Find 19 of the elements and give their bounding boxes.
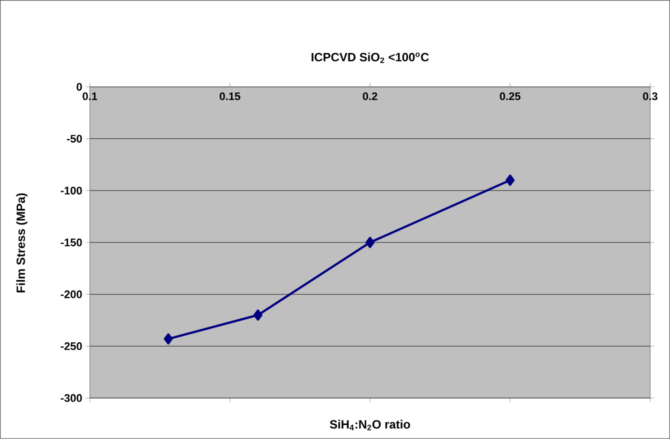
point <box>366 236 375 248</box>
y-tick-label: -150 <box>60 238 82 246</box>
y-tick-label: -250 <box>60 342 82 350</box>
y-axis-title: Film Stress (MPa) <box>16 193 28 292</box>
x-tick-label: 0.3 <box>643 92 658 100</box>
chart-title: ICPCVD SiO$_{2}$ <100$^{o}$C <box>312 52 429 64</box>
x-tick-label: 0.1 <box>82 92 98 100</box>
y-tick-label: -300 <box>60 394 82 402</box>
x-tick-label: 0.2 <box>362 92 378 100</box>
point <box>506 174 515 186</box>
point <box>164 333 173 345</box>
x-axis-title: SiH$_{4}$:N$_{2}$O ratio <box>330 420 410 430</box>
x-tick-label: 0.25 <box>500 92 520 100</box>
x-tick-label: 0.15 <box>220 92 240 100</box>
y-tick-label: -200 <box>60 290 82 298</box>
y-tick-label: -100 <box>60 186 82 195</box>
point <box>253 310 262 321</box>
y-tick-label: 0 <box>76 83 82 91</box>
y-tick-label: -50 <box>66 134 82 143</box>
